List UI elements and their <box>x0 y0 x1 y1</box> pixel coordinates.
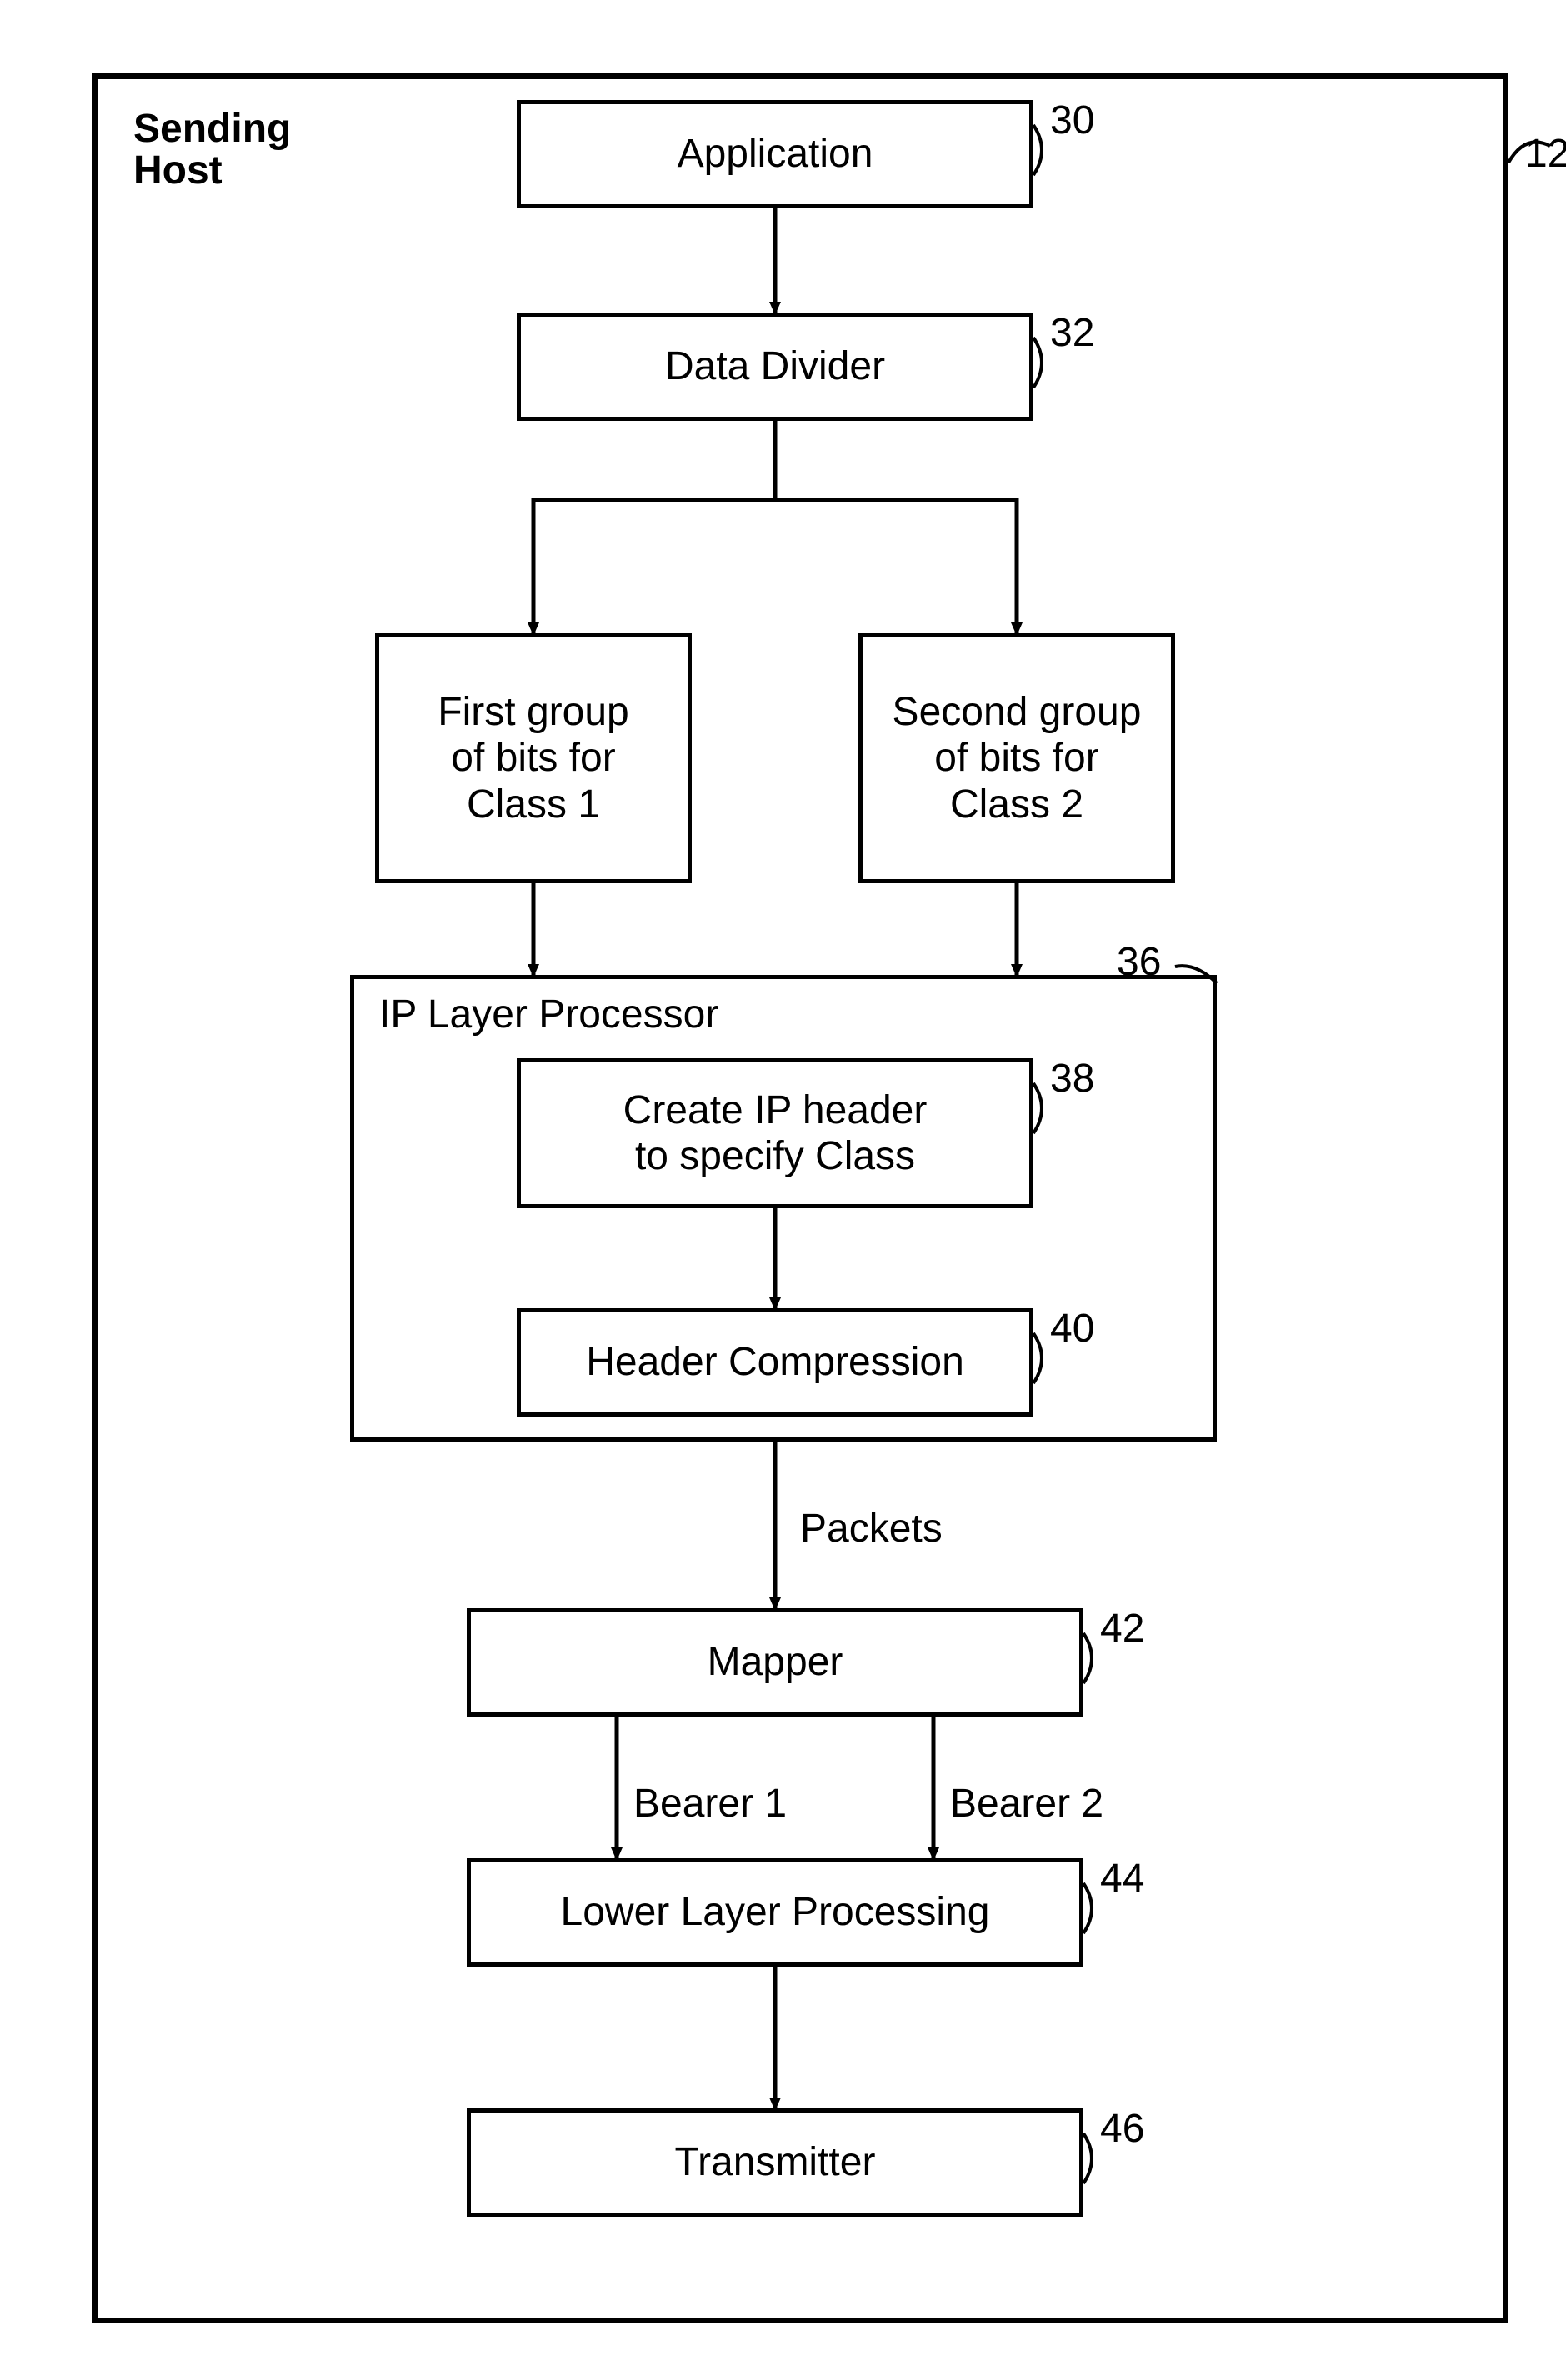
node-map: Mapper <box>467 1608 1083 1717</box>
node-llp: Lower Layer Processing <box>467 1858 1083 1967</box>
ref-label-32: 32 <box>1050 312 1094 354</box>
node-g1: First group of bits for Class 1 <box>375 633 692 883</box>
node-ip-title: IP Layer Processor <box>379 992 718 1038</box>
node-llp-label: Lower Layer Processing <box>561 1889 990 1935</box>
node-tx: Transmitter <box>467 2108 1083 2217</box>
edge-label-map-llp: Bearer 1 <box>633 1783 787 1825</box>
ref-label-42: 42 <box>1100 1608 1144 1650</box>
node-div-label: Data Divider <box>665 343 885 389</box>
ref-label-38: 38 <box>1050 1058 1094 1100</box>
ref-label-36: 36 <box>1117 942 1161 983</box>
node-hdr: Create IP header to specify Class <box>517 1058 1033 1208</box>
node-g1-label: First group of bits for Class 1 <box>438 689 628 828</box>
node-tx-label: Transmitter <box>675 2139 876 2185</box>
node-g2: Second group of bits for Class 2 <box>858 633 1175 883</box>
node-g2-label: Second group of bits for Class 2 <box>893 689 1142 828</box>
sending-host-title: Sending Host <box>133 108 291 192</box>
node-app-label: Application <box>678 131 873 177</box>
edge-label-map-llp: Bearer 2 <box>950 1783 1103 1825</box>
edge-label-ip-map: Packets <box>800 1508 943 1550</box>
node-map-label: Mapper <box>708 1639 843 1685</box>
node-comp: Header Compression <box>517 1308 1033 1417</box>
node-comp-label: Header Compression <box>586 1339 964 1385</box>
flowchart-canvas: Sending Host 12 Application Data Divider F… <box>33 33 1566 2347</box>
ref-label-30: 30 <box>1050 100 1094 142</box>
node-app: Application <box>517 100 1033 208</box>
ref-label-12: 12 <box>1525 133 1566 175</box>
ref-label-44: 44 <box>1100 1858 1144 1900</box>
ref-label-46: 46 <box>1100 2108 1144 2150</box>
ref-label-40: 40 <box>1050 1308 1094 1350</box>
node-hdr-label: Create IP header to specify Class <box>623 1088 928 1179</box>
node-div: Data Divider <box>517 312 1033 421</box>
